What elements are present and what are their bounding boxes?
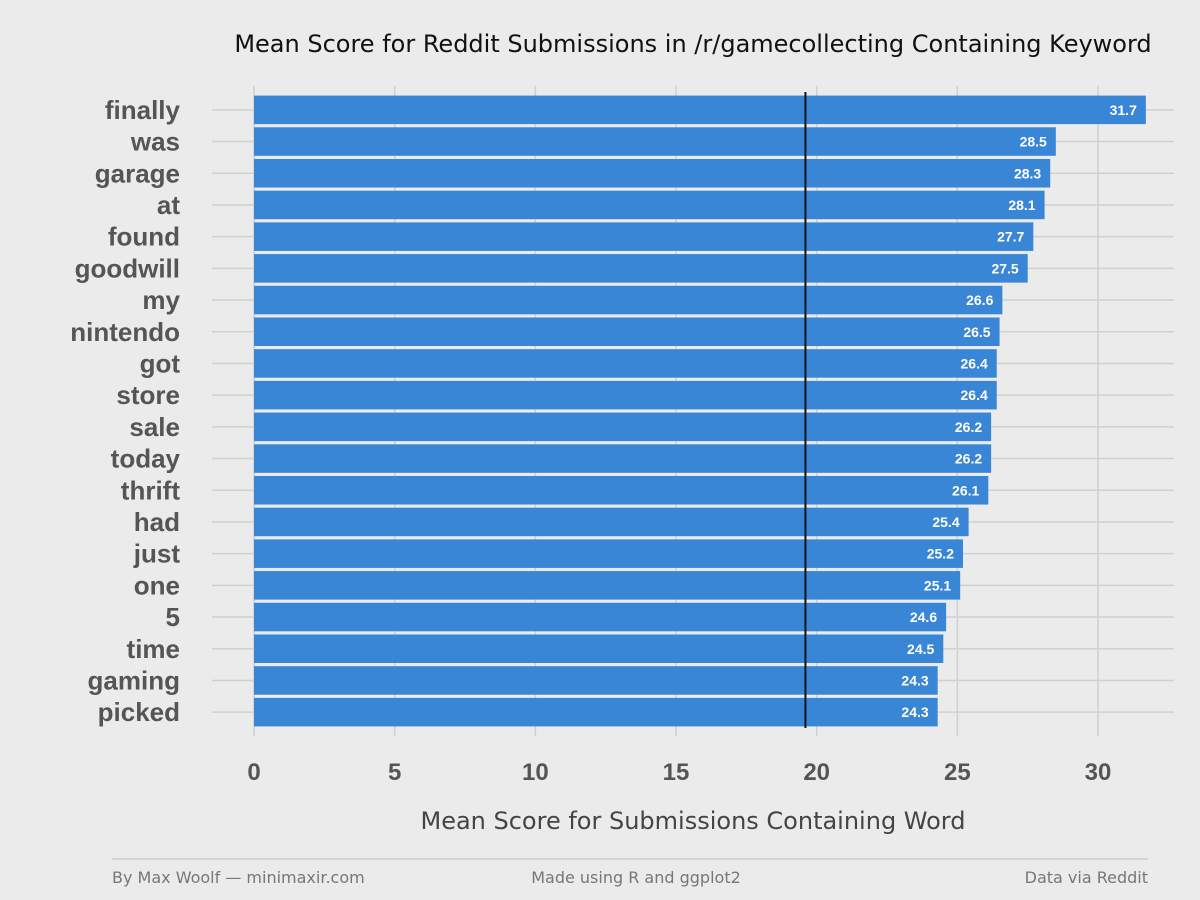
category-label: my bbox=[142, 285, 180, 315]
bar bbox=[254, 634, 944, 664]
bar-value-label: 26.2 bbox=[955, 451, 982, 467]
category-label: garage bbox=[95, 158, 180, 188]
bar-value-label: 28.1 bbox=[1008, 197, 1035, 213]
bar bbox=[254, 349, 997, 378]
category-label: one bbox=[134, 570, 180, 600]
bar bbox=[254, 444, 992, 473]
category-label: gaming bbox=[88, 665, 180, 695]
category-label: found bbox=[108, 222, 180, 252]
category-label: store bbox=[116, 380, 180, 410]
category-labels: finallywasgarageatfoundgoodwillmynintend… bbox=[70, 95, 180, 727]
category-label: picked bbox=[98, 697, 180, 727]
bar-value-label: 26.1 bbox=[952, 482, 979, 498]
bar bbox=[254, 697, 938, 727]
bar bbox=[254, 317, 1000, 347]
category-label: finally bbox=[105, 95, 181, 125]
x-tick-label: 0 bbox=[247, 759, 260, 786]
bar bbox=[254, 602, 947, 632]
bar-value-label: 24.5 bbox=[907, 641, 934, 657]
bar-value-label: 31.7 bbox=[1110, 102, 1137, 118]
category-label: just bbox=[133, 539, 181, 569]
category-label: sale bbox=[129, 412, 180, 442]
bar bbox=[254, 412, 992, 442]
bar-value-label: 24.3 bbox=[901, 704, 928, 720]
x-tick-label: 30 bbox=[1085, 759, 1112, 786]
x-tick-label: 25 bbox=[944, 759, 971, 786]
category-label: nintendo bbox=[70, 317, 180, 347]
category-label: goodwill bbox=[75, 253, 180, 283]
bar bbox=[254, 539, 963, 568]
bar-value-label: 26.4 bbox=[961, 355, 988, 371]
bar bbox=[254, 127, 1056, 156]
category-label: got bbox=[140, 348, 181, 378]
bar-value-label: 28.5 bbox=[1020, 134, 1047, 150]
bar bbox=[254, 158, 1051, 188]
category-label: thrift bbox=[121, 475, 181, 505]
bar bbox=[254, 475, 989, 505]
bar-value-label: 25.4 bbox=[932, 514, 959, 530]
category-label: was bbox=[130, 127, 180, 157]
category-label: 5 bbox=[166, 602, 180, 632]
bar bbox=[254, 254, 1028, 283]
footer-source: Data via Reddit bbox=[1025, 868, 1148, 887]
bar-value-label: 27.7 bbox=[997, 229, 1024, 245]
bar bbox=[254, 507, 969, 537]
bar-value-label: 24.3 bbox=[901, 672, 928, 688]
x-tick-label: 20 bbox=[803, 759, 830, 786]
footer-author: By Max Woolf — minimaxir.com bbox=[112, 868, 365, 887]
value-labels: 31.7 28.5 28.3 28.1 27.7 27.5 26.6 26.5 26.4 26.4… bbox=[901, 102, 1137, 720]
bar bbox=[254, 666, 938, 695]
x-tick-label: 10 bbox=[522, 759, 549, 786]
bar-value-label: 28.3 bbox=[1014, 165, 1041, 181]
bar-value-label: 24.6 bbox=[910, 609, 937, 625]
category-label: time bbox=[127, 634, 180, 664]
x-tick-labels: 0 5 10 15 20 25 30 bbox=[247, 759, 1111, 786]
x-tick-label: 15 bbox=[663, 759, 690, 786]
category-label: at bbox=[157, 190, 180, 220]
bar-value-label: 26.6 bbox=[966, 292, 993, 308]
footer-tooling: Made using R and ggplot2 bbox=[531, 868, 741, 887]
x-tick-label: 5 bbox=[388, 759, 401, 786]
bars bbox=[254, 95, 1146, 727]
bar bbox=[254, 571, 961, 600]
bar bbox=[254, 285, 1003, 315]
bar bbox=[254, 95, 1146, 125]
bar-value-label: 27.5 bbox=[991, 260, 1018, 276]
category-label: had bbox=[134, 507, 180, 537]
category-label: today bbox=[111, 444, 181, 474]
x-axis-label: Mean Score for Submissions Containing Wo… bbox=[420, 807, 965, 835]
chart-title: Mean Score for Reddit Submissions in /r/… bbox=[234, 30, 1151, 58]
bar bbox=[254, 222, 1034, 251]
bar-value-label: 26.2 bbox=[955, 419, 982, 435]
bar-value-label: 26.4 bbox=[961, 387, 988, 403]
bar bbox=[254, 380, 997, 410]
bar bbox=[254, 190, 1045, 220]
bar-value-label: 26.5 bbox=[963, 324, 990, 340]
bar-value-label: 25.1 bbox=[924, 577, 951, 593]
bar-value-label: 25.2 bbox=[927, 546, 954, 562]
